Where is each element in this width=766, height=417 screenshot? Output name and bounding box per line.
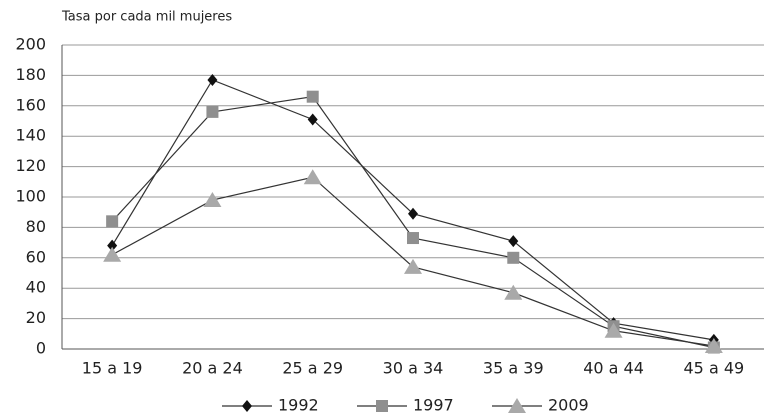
legend-label: 2009 bbox=[548, 396, 589, 415]
marker bbox=[408, 207, 418, 220]
y-tick-label: 100 bbox=[15, 187, 46, 206]
x-tick-label: 45 a 49 bbox=[684, 359, 745, 378]
legend-label: 1992 bbox=[278, 396, 319, 415]
y-tick-label: 0 bbox=[36, 339, 46, 358]
marker bbox=[508, 235, 519, 248]
x-tick-label: 20 a 24 bbox=[182, 359, 243, 378]
legend-label: 1997 bbox=[413, 396, 454, 415]
marker bbox=[106, 215, 119, 228]
marker bbox=[404, 258, 422, 274]
marker bbox=[107, 239, 118, 252]
marker bbox=[508, 398, 526, 413]
marker bbox=[307, 113, 318, 126]
y-tick-label: 80 bbox=[26, 217, 46, 236]
marker bbox=[242, 400, 252, 412]
marker bbox=[207, 73, 218, 86]
x-tick-label: 15 a 19 bbox=[82, 359, 143, 378]
marker bbox=[203, 192, 222, 208]
x-tick-label: 40 a 44 bbox=[583, 359, 644, 378]
y-tick-label: 140 bbox=[15, 126, 46, 145]
marker bbox=[604, 322, 623, 338]
y-tick-label: 120 bbox=[15, 156, 46, 175]
marker bbox=[504, 284, 523, 300]
y-tick-label: 40 bbox=[26, 278, 46, 297]
y-tick-label: 160 bbox=[15, 95, 46, 114]
y-tick-label: 200 bbox=[15, 35, 46, 54]
marker bbox=[507, 251, 520, 264]
y-axis-label: Tasa por cada mil mujeres bbox=[61, 10, 232, 25]
marker bbox=[376, 400, 388, 412]
x-tick-label: 35 a 39 bbox=[483, 359, 544, 378]
marker bbox=[103, 246, 122, 262]
y-tick-label: 20 bbox=[26, 308, 46, 327]
series-line bbox=[111, 96, 714, 349]
y-tick-label: 180 bbox=[15, 65, 46, 84]
marker bbox=[206, 105, 219, 118]
x-tick-label: 25 a 29 bbox=[282, 359, 343, 378]
marker bbox=[704, 337, 723, 353]
y-tick-label: 60 bbox=[26, 247, 46, 266]
x-tick-label: 30 a 34 bbox=[383, 359, 444, 378]
marker bbox=[303, 169, 322, 185]
marker bbox=[407, 232, 419, 245]
marker bbox=[306, 90, 319, 103]
